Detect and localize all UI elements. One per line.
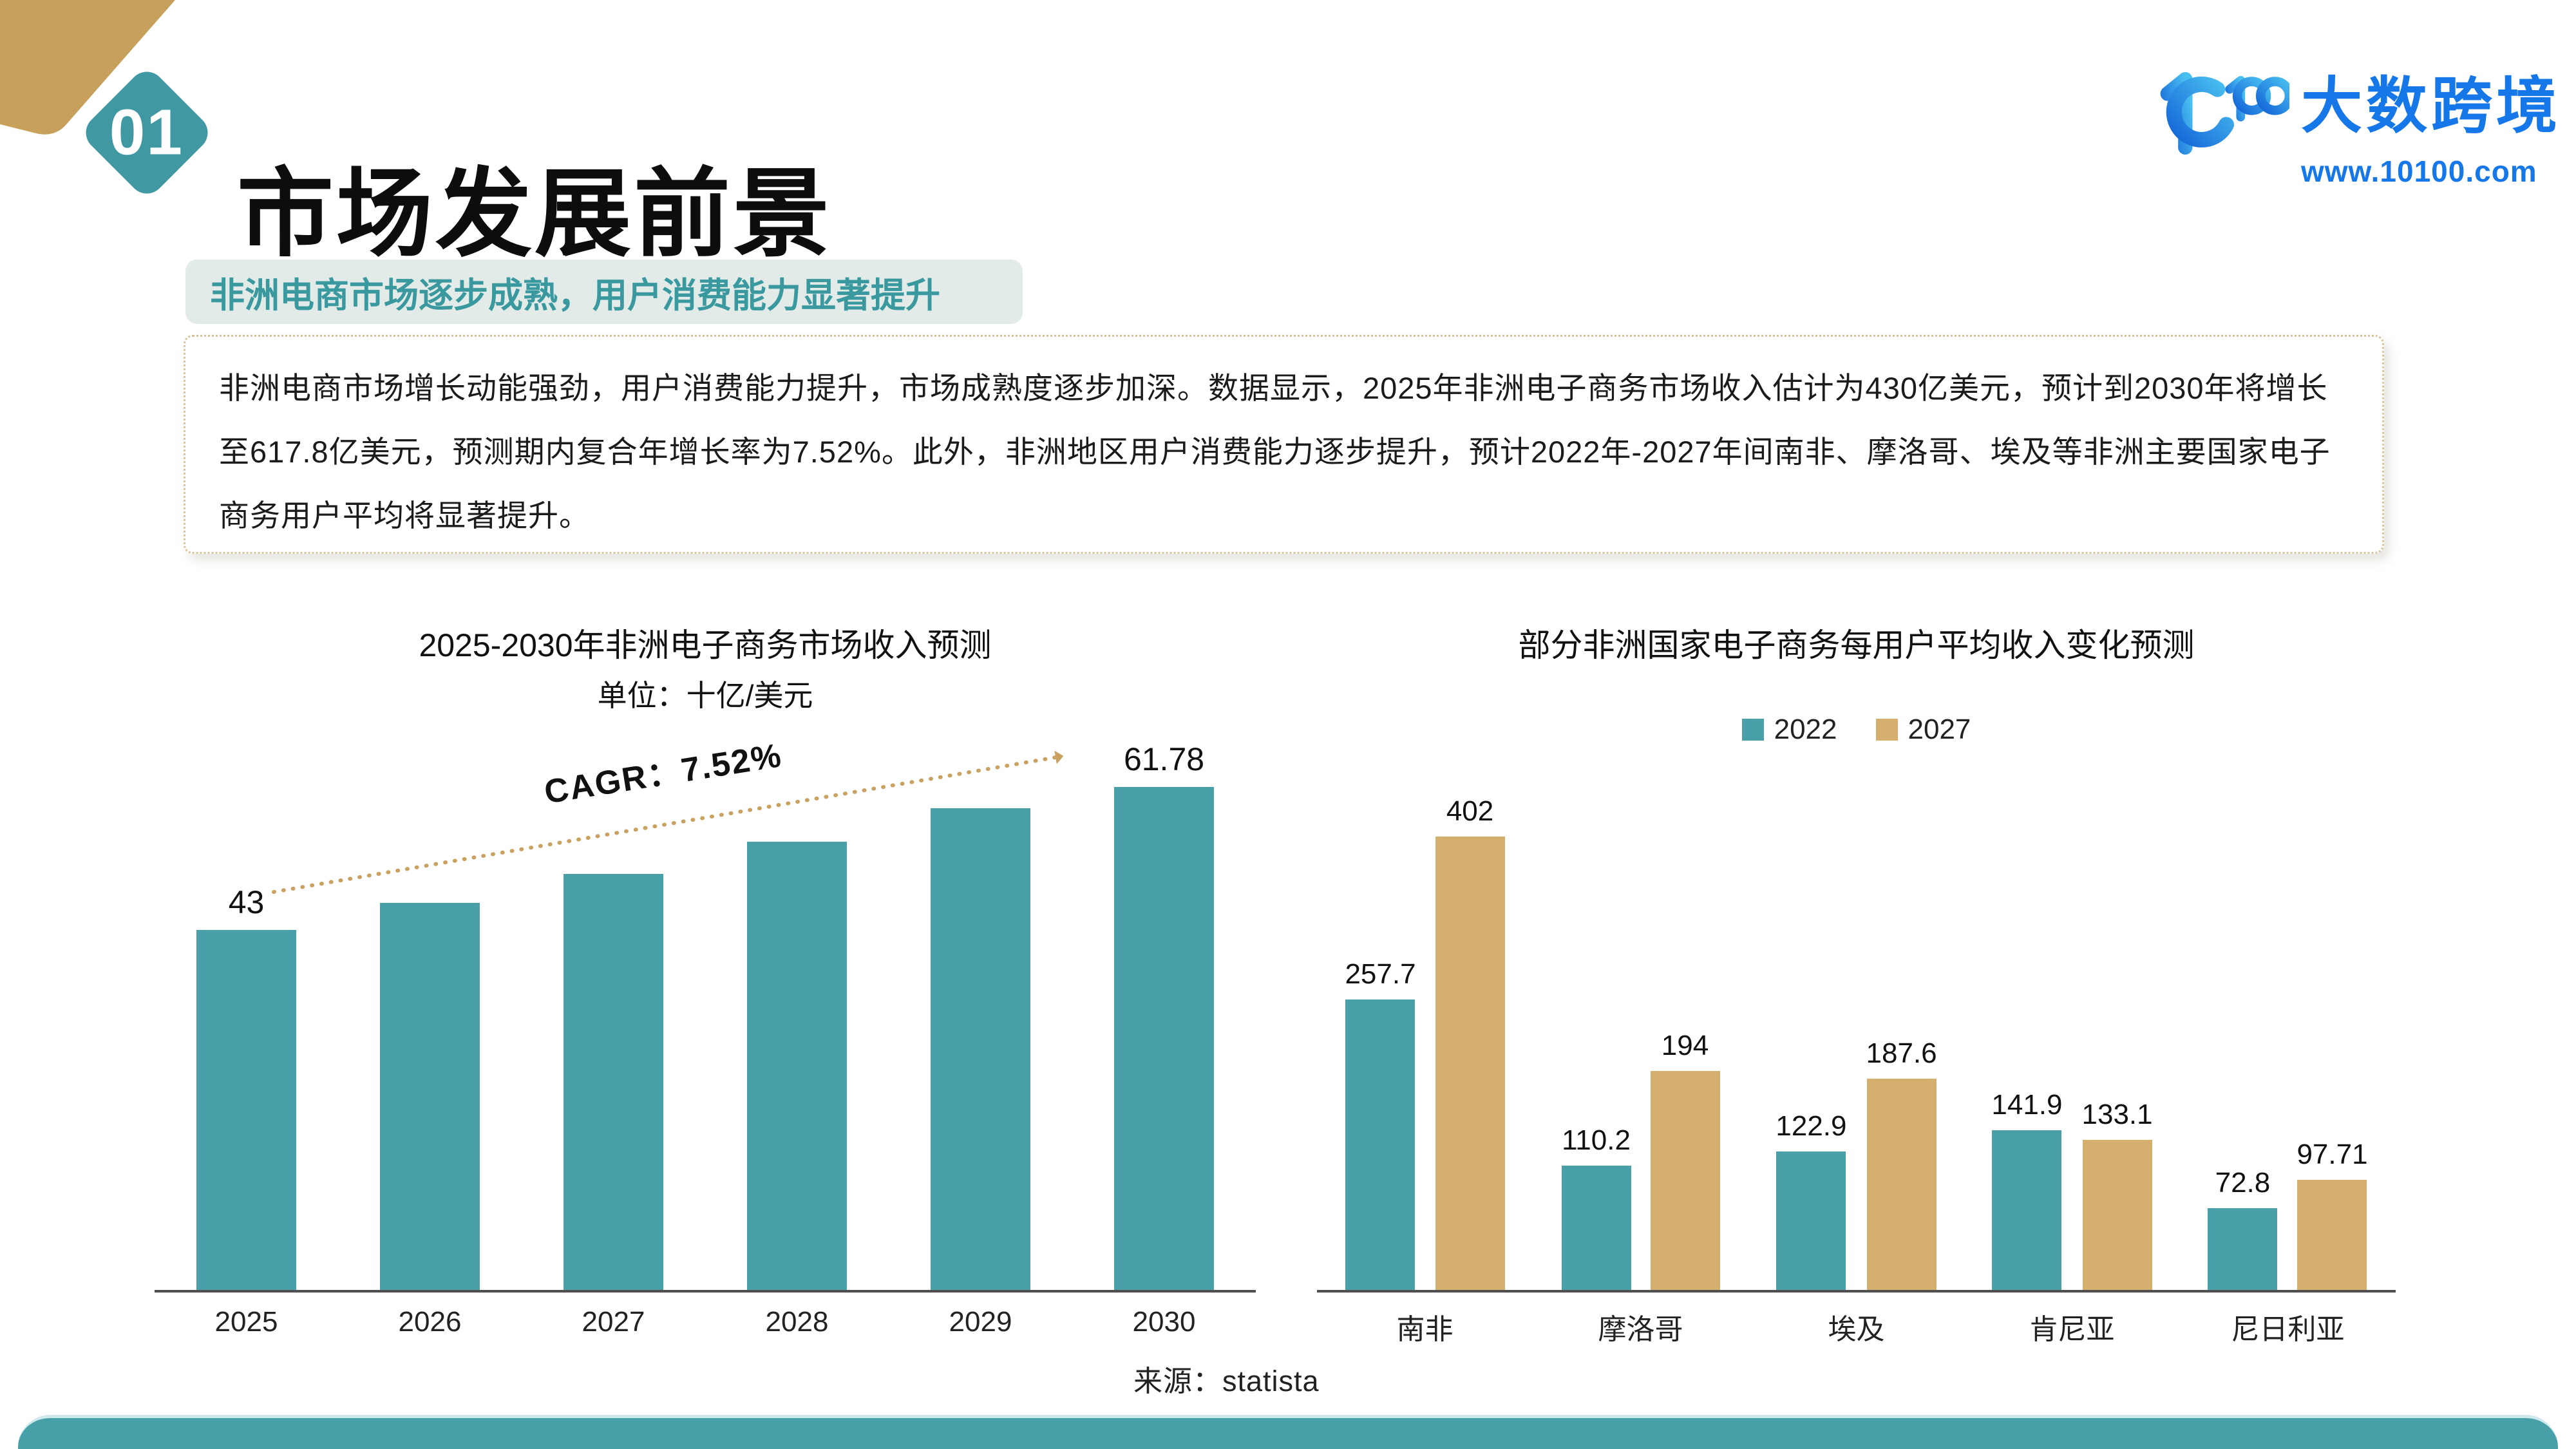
summary-box: 非洲电商市场增长动能强劲，用户消费能力提升，市场成熟度逐步加深。数据显示，202… xyxy=(184,335,2384,554)
category-label: 2026 xyxy=(398,1306,462,1338)
footer-bar xyxy=(18,1415,2558,1449)
bar-value-label: 110.2 xyxy=(1562,1124,1631,1156)
right-chart-categories: 南非 摩洛哥 埃及 肯尼亚 尼日利亚 xyxy=(1317,1306,2396,1347)
legend-item: 2027 xyxy=(1875,714,1971,746)
right-bar-group: 122.9 187.6 xyxy=(1748,741,1964,1290)
bar xyxy=(1650,1071,1720,1290)
bar-value-label: 61.78 xyxy=(1123,741,1205,777)
bar xyxy=(2208,1208,2278,1290)
bar xyxy=(564,874,663,1290)
right-bar-group: 257.7 402 xyxy=(1317,741,1533,1290)
legend-swatch xyxy=(1875,719,1898,741)
bar-value-label: 122.9 xyxy=(1776,1110,1847,1142)
section-number: 01 xyxy=(109,96,184,169)
data-source: 来源：statista xyxy=(1133,1365,1320,1397)
page-title: 市场发展前景 xyxy=(237,159,833,268)
category-label: 南非 xyxy=(1396,1314,1454,1345)
logo-brand-text: 大数跨境 xyxy=(2301,72,2562,140)
bar-value-label: 97.71 xyxy=(2297,1139,2368,1170)
logo-url: www.10100.com xyxy=(2301,155,2537,188)
bar xyxy=(196,930,296,1290)
right-bar-group: 141.9 133.1 xyxy=(1964,741,2180,1290)
left-bar-slot xyxy=(889,741,1072,1290)
bar xyxy=(380,903,480,1290)
left-bar-slot: 61.78 xyxy=(1072,741,1256,1290)
right-bar-group: 72.8 97.71 xyxy=(2180,741,2396,1290)
right-chart-legend: 2022 2027 xyxy=(1317,714,2396,746)
bar xyxy=(1866,1079,1937,1290)
bar xyxy=(1345,999,1416,1290)
legend-label: 2027 xyxy=(1908,714,1971,745)
legend-item: 2022 xyxy=(1741,714,1837,746)
left-chart-plot: 43 61.78 xyxy=(155,741,1256,1290)
category-label: 2028 xyxy=(765,1306,829,1338)
legend-swatch xyxy=(1741,719,1764,741)
category-label: 2025 xyxy=(214,1306,278,1338)
category-label: 肯尼亚 xyxy=(2029,1314,2115,1345)
category-label: 尼日利亚 xyxy=(2231,1314,2345,1345)
left-bar-slot: 43 xyxy=(155,741,338,1290)
left-chart-title: 2025-2030年非洲电子商务市场收入预测 xyxy=(419,627,992,663)
category-label: 2029 xyxy=(949,1306,1012,1338)
right-chart-axis xyxy=(1317,1290,2396,1293)
category-label: 2030 xyxy=(1132,1306,1196,1338)
bar xyxy=(2082,1140,2152,1290)
left-chart-axis xyxy=(155,1290,1256,1293)
bar xyxy=(1776,1151,1846,1290)
bar-value-label: 402 xyxy=(1446,795,1494,827)
right-chart-title: 部分非洲国家电子商务每用户平均收入变化预测 xyxy=(1518,627,2195,663)
bar xyxy=(1992,1130,2062,1290)
corner-wedge-decoration xyxy=(0,0,175,135)
category-label: 埃及 xyxy=(1828,1314,1885,1345)
section-subtitle-text: 非洲电商市场逐步成熟，用户消费能力显著提升 xyxy=(210,276,940,315)
summary-text: 非洲电商市场增长动能强劲，用户消费能力提升，市场成熟度逐步加深。数据显示，202… xyxy=(219,371,2331,533)
right-bar-group: 110.2 194 xyxy=(1533,741,1748,1290)
bar-value-label: 187.6 xyxy=(1866,1037,1937,1069)
bar xyxy=(1561,1166,1631,1290)
bar-value-label: 257.7 xyxy=(1345,958,1416,990)
left-bar-slot xyxy=(522,741,705,1290)
bar xyxy=(747,842,847,1290)
left-chart-unit: 单位：十亿/美元 xyxy=(597,679,813,712)
bar-value-label: 72.8 xyxy=(2215,1167,2271,1198)
left-bar-slot xyxy=(338,741,522,1290)
bar xyxy=(1114,787,1214,1290)
category-label: 摩洛哥 xyxy=(1598,1314,1683,1345)
bar xyxy=(2297,1180,2367,1290)
left-bar-slot xyxy=(705,741,889,1290)
right-chart-plot: 257.7 402 110.2 194 122.9 187.6 141.9 133.1 72.8… xyxy=(1317,741,2396,1290)
bar-value-label: 141.9 xyxy=(1991,1089,2063,1121)
legend-label: 2022 xyxy=(1774,714,1837,745)
section-subtitle-banner: 非洲电商市场逐步成熟，用户消费能力显著提升 xyxy=(185,260,1023,324)
logo-mark-10100-icon xyxy=(2160,71,2289,155)
bar xyxy=(1435,837,1505,1290)
bar xyxy=(931,808,1030,1290)
logo-texts: 大数跨境 www.10100.com xyxy=(2301,57,2561,189)
bar-value-label: 133.1 xyxy=(2081,1099,2153,1130)
brand-logo: 大数跨境 www.10100.com xyxy=(2151,57,2561,189)
category-label: 2027 xyxy=(582,1306,645,1338)
bar-value-label: 43 xyxy=(228,884,265,920)
bar-value-label: 194 xyxy=(1661,1030,1709,1061)
left-chart-categories: 2025 2026 2027 2028 2029 2030 xyxy=(155,1306,1256,1338)
